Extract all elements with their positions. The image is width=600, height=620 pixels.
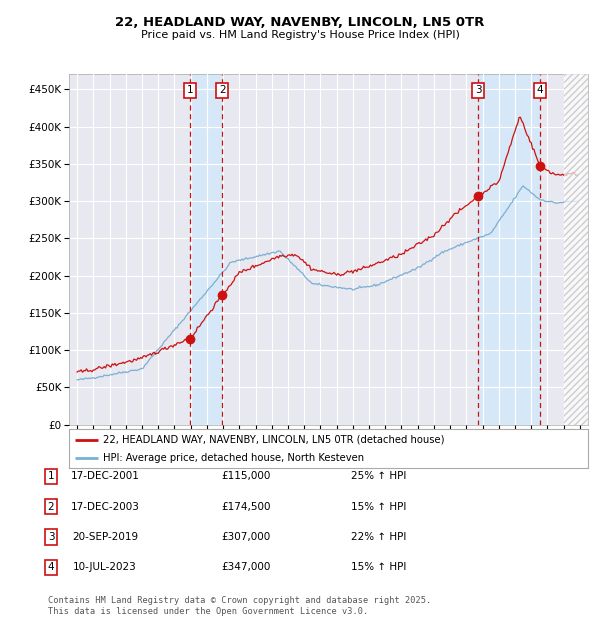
Text: £347,000: £347,000: [221, 562, 271, 572]
Text: 17-DEC-2003: 17-DEC-2003: [71, 502, 139, 512]
Bar: [563, 74, 588, 425]
Text: Contains HM Land Registry data © Crown copyright and database right 2025.
This d: Contains HM Land Registry data © Crown c…: [48, 596, 431, 616]
Text: 15% ↑ HPI: 15% ↑ HPI: [351, 502, 406, 512]
Text: Price paid vs. HM Land Registry's House Price Index (HPI): Price paid vs. HM Land Registry's House …: [140, 30, 460, 40]
Text: 1: 1: [47, 471, 55, 481]
Text: 22, HEADLAND WAY, NAVENBY, LINCOLN, LN5 0TR (detached house): 22, HEADLAND WAY, NAVENBY, LINCOLN, LN5 …: [103, 435, 444, 445]
Text: £115,000: £115,000: [221, 471, 271, 481]
Text: 3: 3: [475, 85, 481, 95]
Text: £307,000: £307,000: [221, 532, 271, 542]
Text: HPI: Average price, detached house, North Kesteven: HPI: Average price, detached house, Nort…: [103, 453, 364, 463]
Text: 2: 2: [47, 502, 55, 512]
Text: 3: 3: [47, 532, 55, 542]
Text: 10-JUL-2023: 10-JUL-2023: [73, 562, 137, 572]
Bar: [190, 74, 223, 425]
Text: 25% ↑ HPI: 25% ↑ HPI: [351, 471, 406, 481]
Text: 15% ↑ HPI: 15% ↑ HPI: [351, 562, 406, 572]
Text: 4: 4: [47, 562, 55, 572]
Text: 1: 1: [187, 85, 193, 95]
Text: 20-SEP-2019: 20-SEP-2019: [72, 532, 138, 542]
Text: 4: 4: [536, 85, 543, 95]
Text: 22, HEADLAND WAY, NAVENBY, LINCOLN, LN5 0TR: 22, HEADLAND WAY, NAVENBY, LINCOLN, LN5 …: [115, 16, 485, 29]
Bar: [478, 74, 540, 425]
Text: 2: 2: [219, 85, 226, 95]
Text: 22% ↑ HPI: 22% ↑ HPI: [351, 532, 406, 542]
Text: 17-DEC-2001: 17-DEC-2001: [71, 471, 139, 481]
Text: £174,500: £174,500: [221, 502, 271, 512]
